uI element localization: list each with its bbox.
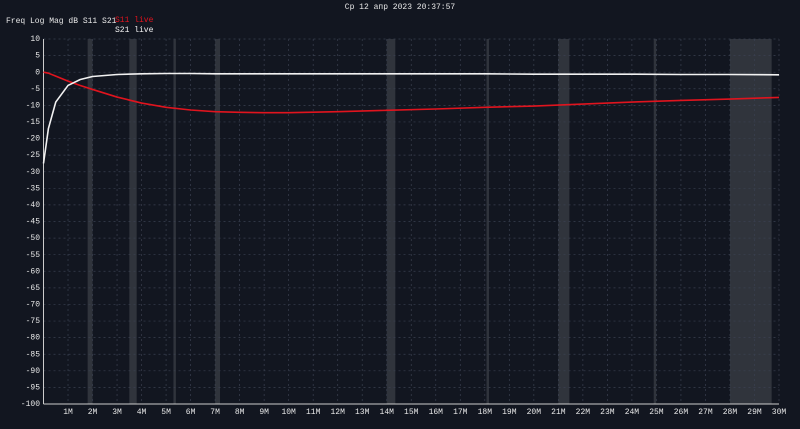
x-tick-label: 16M [429, 408, 444, 417]
x-tick-label: 1M [63, 408, 73, 417]
x-tick-label: 19M [502, 408, 517, 417]
x-tick-label: 15M [404, 408, 419, 417]
x-tick-label: 28M [723, 408, 738, 417]
x-tick-label: 25M [649, 408, 664, 417]
y-tick-label: -65 [26, 284, 41, 293]
y-tick-label: 5 [35, 52, 40, 61]
y-tick-label: -85 [26, 350, 41, 359]
x-tick-label: 24M [625, 408, 640, 417]
x-tick-label: 7M [210, 408, 220, 417]
legend-label: S21 live [115, 26, 154, 35]
y-tick-label: -15 [26, 118, 41, 127]
x-tick-label: 2M [88, 408, 98, 417]
highlight-band [215, 39, 221, 404]
x-tick-label: 8M [235, 408, 245, 417]
y-tick-label: -80 [26, 334, 41, 343]
y-tick-label: -20 [26, 135, 41, 144]
x-tick-label: 26M [674, 408, 689, 417]
y-tick-label: -30 [26, 168, 41, 177]
x-tick-label: 3M [112, 408, 122, 417]
x-tick-label: 29M [747, 408, 762, 417]
series-line [42, 72, 780, 164]
x-tick-label: 12M [330, 408, 345, 417]
x-tick-label: 18M [478, 408, 493, 417]
y-tick-label: -75 [26, 317, 41, 326]
x-tick-label: 22M [576, 408, 591, 417]
y-tick-label: -60 [26, 267, 41, 276]
y-tick-label: -90 [26, 367, 41, 376]
y-tick-label: 10 [30, 35, 40, 44]
series-line [43, 71, 780, 114]
x-tick-label: 5M [161, 408, 171, 417]
y-tick-label: -70 [26, 301, 41, 310]
legend-label: S11 live [115, 16, 154, 25]
y-tick-label: -50 [26, 234, 41, 243]
highlight-band [386, 39, 396, 404]
y-tick-label: -5 [30, 85, 40, 94]
y-tick-label: -100 [21, 400, 40, 409]
x-tick-label: 6M [186, 408, 196, 417]
y-tick-label: -55 [26, 251, 41, 260]
x-tick-label: 21M [551, 408, 566, 417]
x-tick-label: 20M [527, 408, 542, 417]
chart-title: Ср 12 апр 2023 20:37:57 [345, 3, 456, 12]
y-tick-label: -35 [26, 184, 41, 193]
x-tick-label: 13M [355, 408, 370, 417]
y-tick-label: -45 [26, 218, 41, 227]
x-tick-label: 11M [306, 408, 321, 417]
highlight-band [129, 39, 137, 404]
x-tick-label: 27M [698, 408, 713, 417]
x-tick-label: 10M [281, 408, 296, 417]
y-tick-label: 0 [35, 68, 40, 77]
highlight-band [486, 39, 489, 404]
x-tick-label: 17M [453, 408, 468, 417]
x-tick-label: 23M [600, 408, 615, 417]
x-tick-label: 9M [259, 408, 269, 417]
x-tick-label: 4M [137, 408, 147, 417]
y-tick-label: -25 [26, 151, 41, 160]
y-tick-label: -40 [26, 201, 41, 210]
x-tick-label: 14M [380, 408, 395, 417]
x-tick-label: 30M [772, 408, 787, 417]
y-tick-label: -95 [26, 384, 41, 393]
chart-label: Freq Log Mag dB S11 S21 [6, 17, 117, 26]
y-tick-label: -10 [26, 101, 41, 110]
